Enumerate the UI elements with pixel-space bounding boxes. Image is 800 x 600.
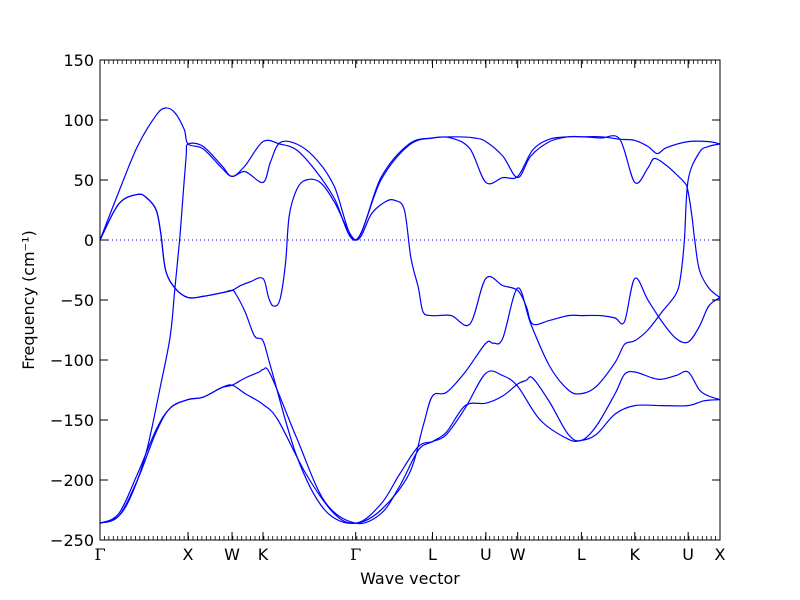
x-tick-label: L <box>428 545 437 564</box>
band-line-1 <box>100 107 720 241</box>
y-tick-label: −250 <box>50 531 94 550</box>
x-tick-label: U <box>682 545 694 564</box>
x-tick-label: L <box>577 545 586 564</box>
band-line-2 <box>100 193 720 524</box>
y-axis-ticks: −250 −200 −150 −100 −50 0 50 100 150 <box>50 51 720 550</box>
band-line-3 <box>100 178 720 344</box>
y-axis-label: Frequency (cm⁻¹) <box>19 230 38 369</box>
x-tick-label: Γ <box>94 545 105 564</box>
x-tick-label: K <box>630 545 641 564</box>
y-tick-label: −100 <box>50 351 94 370</box>
x-tick-label: K <box>258 545 269 564</box>
y-tick-label: −50 <box>60 291 94 310</box>
y-tick-label: 0 <box>84 231 94 250</box>
x-tick-label: X <box>183 545 194 564</box>
x-tick-label: W <box>510 545 526 564</box>
x-tick-label: X <box>715 545 726 564</box>
y-tick-label: 100 <box>63 111 94 130</box>
plot-area <box>100 107 720 525</box>
x-axis-label: Wave vector <box>360 569 460 588</box>
y-tick-label: −150 <box>50 411 94 430</box>
band-line-6 <box>100 135 720 524</box>
y-tick-label: 150 <box>63 51 94 70</box>
y-tick-label: 50 <box>74 171 94 190</box>
x-tick-label: U <box>480 545 492 564</box>
plot-frame <box>99 59 721 541</box>
band-line-5 <box>100 367 720 525</box>
x-tick-label: Γ <box>350 545 361 564</box>
x-tick-label: W <box>224 545 240 564</box>
y-tick-label: −200 <box>50 471 94 490</box>
